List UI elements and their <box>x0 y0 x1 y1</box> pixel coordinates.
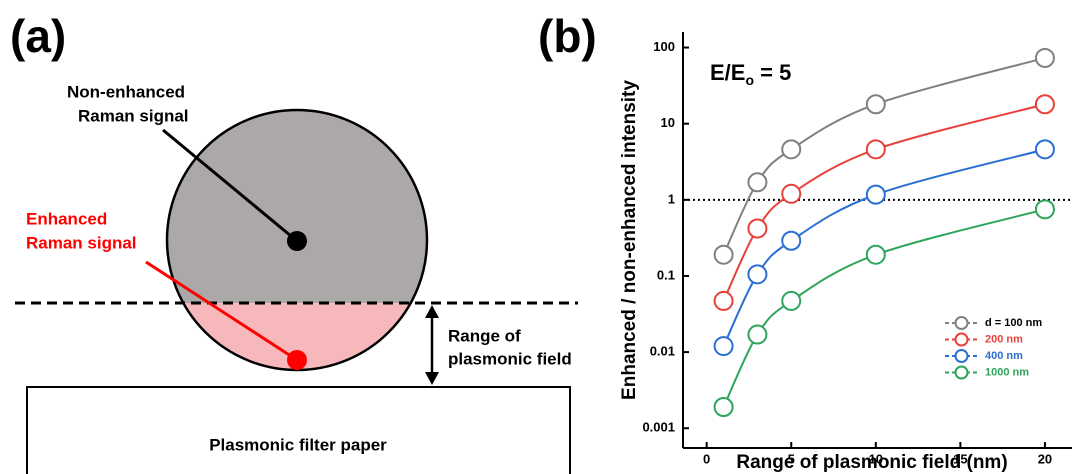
label: Enhanced <box>26 209 107 228</box>
legend-label: 400 nm <box>985 350 1023 362</box>
y-axis-label: Enhanced / non-enhanced intensity <box>619 80 640 400</box>
marker <box>781 139 802 160</box>
pointer <box>145 260 298 362</box>
annotation-part: o <box>745 72 754 88</box>
marker <box>747 324 768 345</box>
marker <box>865 139 886 160</box>
marker <box>1034 199 1055 220</box>
panel-label: (a) <box>10 10 66 62</box>
filter-paper <box>26 386 571 474</box>
annotation: E/Eo = 5 <box>710 60 791 88</box>
marker <box>713 290 734 311</box>
series-line <box>722 103 1046 302</box>
y-tick-label: 100 <box>653 39 675 54</box>
x-axis-label: Range of plasmonic field (nm) <box>736 452 1007 473</box>
marker <box>1034 47 1055 68</box>
marker <box>865 244 886 265</box>
label: Range of <box>448 326 521 345</box>
annotation-part: E/E <box>710 60 745 85</box>
label: Non-enhanced <box>67 82 185 101</box>
marker <box>1034 94 1055 115</box>
particle-lower <box>183 303 411 370</box>
marker <box>865 94 886 115</box>
series-line <box>722 148 1046 347</box>
legend-marker <box>954 316 969 330</box>
marker <box>713 397 734 418</box>
dot <box>287 350 307 370</box>
x-tick-label: 15 <box>953 451 967 466</box>
marker <box>781 183 802 204</box>
panel-label: (b) <box>538 10 597 62</box>
x-tick-label: 20 <box>1038 451 1052 466</box>
y-tick-label: 0.1 <box>657 267 675 282</box>
x-tick-label: 10 <box>869 451 883 466</box>
series-line <box>722 56 1046 256</box>
marker <box>1034 139 1055 160</box>
legend-marker <box>954 349 969 363</box>
marker <box>713 336 734 357</box>
marker <box>781 290 802 311</box>
marker <box>747 172 768 193</box>
label: plasmonic field <box>448 349 572 368</box>
marker <box>713 244 734 265</box>
label: Raman signal <box>78 106 189 125</box>
legend-label: 1000 nm <box>985 366 1029 378</box>
legend-marker <box>954 332 969 347</box>
particle-upper <box>167 110 427 303</box>
dot <box>287 231 307 251</box>
marker <box>781 230 802 251</box>
marker <box>865 184 886 205</box>
label: Plasmonic filter paper <box>209 435 387 454</box>
x-tick-label: 5 <box>788 451 795 466</box>
marker <box>747 218 768 239</box>
x-tick-label: 0 <box>703 451 710 466</box>
y-tick-label: 0.001 <box>642 420 675 435</box>
label: Raman signal <box>26 233 137 252</box>
legend-label: 200 nm <box>985 333 1023 345</box>
pointer <box>162 128 298 243</box>
series-line <box>722 208 1046 408</box>
y-tick-label: 1 <box>668 191 675 206</box>
legend-label: d = 100 nm <box>985 317 1042 329</box>
marker <box>747 264 768 285</box>
y-tick-label: 10 <box>661 115 675 130</box>
annotation-part: = 5 <box>754 60 791 85</box>
legend-marker <box>954 365 969 380</box>
y-tick-label: 0.01 <box>650 344 675 359</box>
